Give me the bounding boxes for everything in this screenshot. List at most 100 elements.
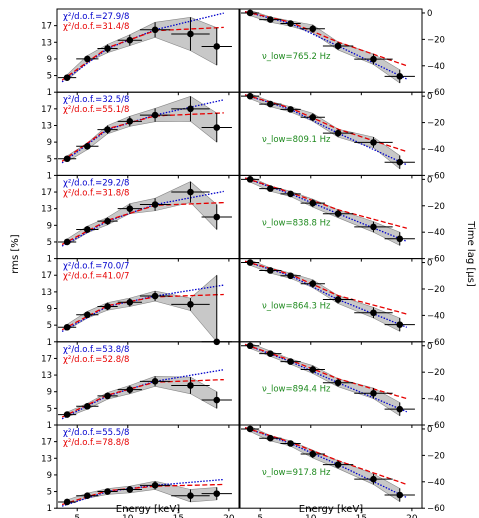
- data-point: [396, 491, 404, 499]
- y-tick-label: 13: [41, 38, 52, 48]
- y-tick-label: −40: [427, 395, 445, 405]
- model-curve-red: [61, 379, 224, 418]
- y-tick-label: −40: [427, 228, 445, 238]
- data-point: [334, 129, 342, 137]
- x-axis-label-right: Energy [keV]: [299, 504, 364, 515]
- data-point: [309, 366, 317, 373]
- x-tick-label: 15: [356, 514, 367, 518]
- data-point: [187, 105, 194, 113]
- data-point: [126, 298, 134, 306]
- panel-rms-3: 1 5 9 13 17 χ²/d.o.f.=29.2/8χ²/d.o.f.=31.8/8: [41, 174, 240, 265]
- model-curve-blue: [244, 177, 408, 243]
- data-point: [151, 201, 159, 208]
- data-point: [213, 43, 221, 50]
- panels: 1591317χ²/d.o.f.=27.9/8χ²/d.o.f.=31.4/80…: [41, 8, 445, 518]
- y-tick-label: 0: [427, 259, 432, 269]
- panel-lag-6: 5 10 15 20 0 −20 −40 −60 ν_low=917.8 Hz: [239, 424, 445, 518]
- data-point: [104, 303, 111, 310]
- panel-lag-2: 0 −20 −40 −60 ν_low=809.1 Hz: [239, 91, 445, 181]
- y-tick-label: 13: [41, 288, 52, 298]
- data-point: [246, 9, 254, 17]
- y-tick-label: 0: [427, 9, 432, 19]
- data-point: [287, 358, 294, 365]
- model-curve-red: [244, 260, 407, 315]
- data-point: [84, 55, 91, 63]
- data-point: [63, 323, 71, 331]
- y-tick-label: −60: [427, 171, 445, 181]
- data-point: [126, 486, 134, 493]
- y-tick-label: 9: [47, 388, 52, 398]
- y-tick-label: 1: [47, 338, 52, 348]
- uncertainty-band: [66, 376, 218, 418]
- y-tick-label: 13: [41, 205, 52, 215]
- y-tick-label: −20: [427, 451, 445, 461]
- y-tick-label: 1: [47, 255, 52, 265]
- data-point: [267, 350, 274, 357]
- data-point: [309, 113, 317, 121]
- y-tick-label: 17: [41, 105, 52, 115]
- y-tick-label: −40: [427, 145, 445, 155]
- x-axis-label-left: Energy [keV]: [116, 504, 181, 515]
- data-point: [370, 475, 377, 483]
- chi-square-blue: χ²/d.o.f.=53.8/8: [63, 345, 129, 355]
- y-axis-label-lag: Time lag [μs]: [465, 220, 476, 287]
- y-tick-label: −60: [427, 338, 445, 348]
- data-point: [309, 450, 317, 458]
- data-point: [309, 25, 317, 33]
- y-tick-label: 13: [41, 121, 52, 131]
- y-tick-label: 1: [47, 421, 52, 431]
- chi-square-red: χ²/d.o.f.=52.8/8: [63, 355, 129, 365]
- y-tick-label: 17: [41, 22, 52, 32]
- model-curve-red: [244, 426, 407, 486]
- y-tick-label: 17: [41, 188, 52, 198]
- model-curve-red: [61, 112, 224, 162]
- data-point: [287, 272, 294, 280]
- y-tick-label: −20: [427, 202, 445, 212]
- chi-square-blue: χ²/d.o.f.=55.5/8: [63, 428, 129, 438]
- chi-square-red: χ²/d.o.f.=31.4/8: [63, 22, 129, 32]
- data-point: [267, 100, 274, 108]
- y-tick-label: 0: [427, 342, 432, 352]
- y-tick-label: 5: [47, 488, 52, 498]
- panel-lag-1: 0 −20 −40 −60 ν_low=765.2 Hz: [239, 8, 445, 98]
- x-tick-label: 10: [122, 514, 134, 518]
- nu-low-label: ν_low=894.4 Hz: [262, 385, 331, 395]
- nu-low-label: ν_low=864.3 Hz: [262, 302, 331, 312]
- data-point: [213, 213, 221, 221]
- data-point: [396, 321, 404, 328]
- data-point: [84, 492, 91, 500]
- x-tick-label: 10: [305, 514, 317, 518]
- data-point: [396, 73, 404, 80]
- data-point: [63, 155, 71, 163]
- data-point: [151, 26, 159, 34]
- panel-rms-6: 51015201591317χ²/d.o.f.=55.5/8χ²/d.o.f.=…: [41, 424, 240, 518]
- nu-low-label: ν_low=765.2 Hz: [262, 52, 331, 62]
- data-point: [246, 425, 254, 433]
- data-point: [267, 16, 274, 23]
- y-tick-label: 0: [427, 92, 432, 102]
- chi-square-blue: χ²/d.o.f.=29.2/8: [63, 178, 129, 188]
- panel-rms-4: 1 5 9 13 17 χ²/d.o.f.=70.0/7χ²/d.o.f.=41.0/7: [41, 258, 240, 348]
- y-tick-label: 0: [427, 175, 432, 185]
- data-point: [84, 402, 91, 410]
- nu-low-label: ν_low=917.8 Hz: [262, 468, 331, 478]
- data-point: [213, 396, 221, 404]
- data-point: [151, 111, 159, 119]
- panel-frame: [239, 424, 423, 509]
- y-tick-label: −60: [427, 421, 445, 431]
- data-point: [334, 296, 342, 303]
- data-point: [84, 226, 91, 233]
- data-point: [396, 158, 404, 166]
- panel-lag-5: 0 −20 −40 −60 ν_low=894.4 Hz: [239, 341, 445, 431]
- data-point: [246, 342, 254, 350]
- data-point: [63, 74, 71, 81]
- data-point: [370, 55, 377, 63]
- chi-square-red: χ²/d.o.f.=41.0/7: [63, 272, 129, 282]
- model-curve-red: [61, 483, 224, 506]
- panel-lag-3: 0 −20 −40 −60 ν_low=838.8 Hz: [239, 174, 445, 265]
- data-point: [104, 126, 111, 133]
- panel-lag-4: 0 −20 −40 −60 ν_low=864.3 Hz: [239, 258, 445, 348]
- data-point: [246, 259, 254, 266]
- model-curve-blue: [244, 343, 408, 413]
